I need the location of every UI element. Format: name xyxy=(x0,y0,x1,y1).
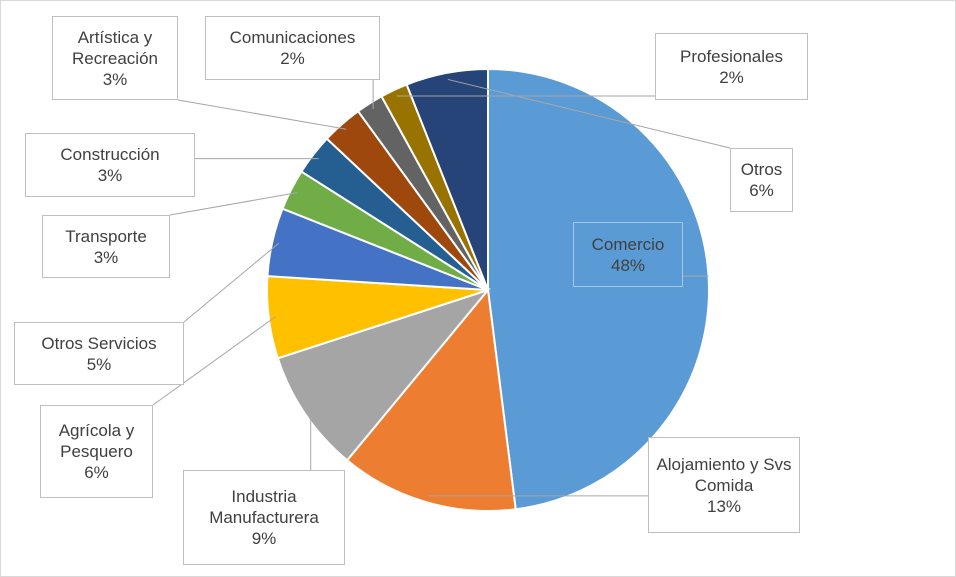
leader-line xyxy=(177,99,347,130)
label-name: Industria Manufacturera xyxy=(209,487,319,527)
label-name: Otros xyxy=(740,160,783,179)
data-label: Profesionales 2% xyxy=(655,33,808,100)
label-value: 3% xyxy=(102,69,128,89)
leader-line xyxy=(169,192,298,216)
data-label: Comercio 48% xyxy=(573,222,683,287)
data-label: Artística y Recreación 3% xyxy=(52,16,178,100)
leader-line xyxy=(447,78,731,149)
pie-slice xyxy=(345,287,517,512)
label-name: Comunicaciones xyxy=(229,28,356,47)
data-label: Otros 6% xyxy=(730,148,793,212)
data-label: Otros Servicios 5% xyxy=(14,322,184,385)
label-value: 48% xyxy=(610,255,646,275)
label-name: Transporte xyxy=(65,226,147,246)
label-value: 2% xyxy=(719,67,744,87)
pie-slice xyxy=(276,287,491,462)
data-label: Alojamiento y Svs Comida 13% xyxy=(648,437,800,533)
label-value: 2% xyxy=(280,49,305,68)
leader-line xyxy=(152,316,276,406)
label-value: 5% xyxy=(86,354,112,374)
pie-slice xyxy=(405,67,489,291)
label-value: 6% xyxy=(749,181,774,200)
data-label: Construcción 3% xyxy=(25,133,195,197)
label-name: Otros Servicios xyxy=(41,333,157,353)
label-name: Construcción xyxy=(60,145,160,164)
leader-line xyxy=(183,242,280,323)
data-label: Agrícola y Pesquero 6% xyxy=(40,405,153,498)
label-value: 13% xyxy=(706,496,742,516)
label-value: 3% xyxy=(97,166,123,185)
data-label: Comunicaciones 2% xyxy=(205,16,380,80)
data-label: Transporte 3% xyxy=(42,215,170,278)
label-value: 3% xyxy=(93,247,119,267)
label-name: Agrícola y Pesquero xyxy=(58,421,135,461)
label-value: 9% xyxy=(251,529,277,548)
label-value: 6% xyxy=(84,463,109,482)
label-name: Profesionales xyxy=(679,46,783,66)
label-name: Artística y Recreación xyxy=(72,27,158,68)
label-name: Comercio xyxy=(591,234,665,254)
data-label: Industria Manufacturera 9% xyxy=(183,470,345,565)
label-name: Alojamiento y Svs Comida xyxy=(656,454,792,495)
